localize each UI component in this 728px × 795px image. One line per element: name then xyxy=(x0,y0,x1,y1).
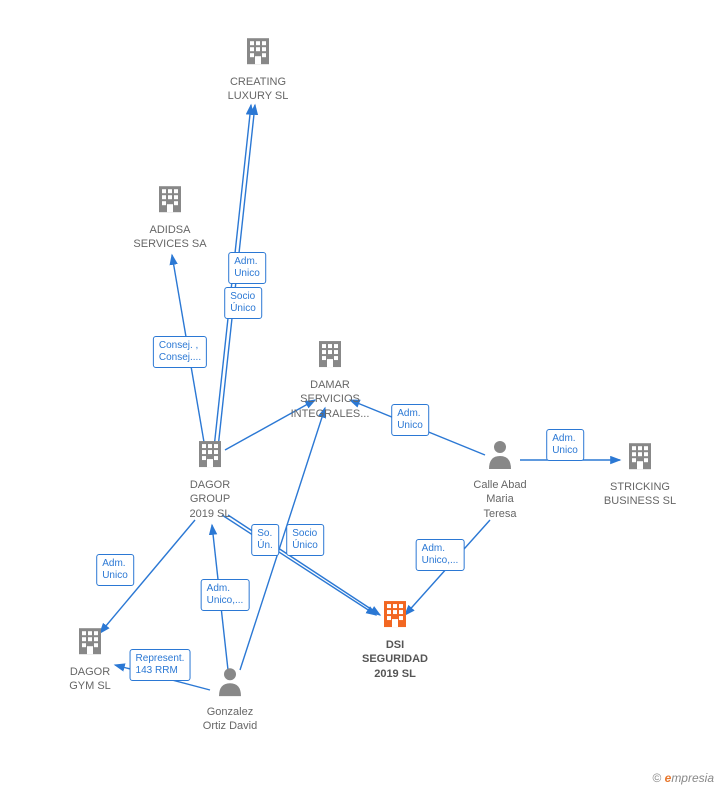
node-label: Calle AbadMariaTeresa xyxy=(450,478,550,521)
company-icon xyxy=(316,339,344,374)
company-icon xyxy=(156,184,184,219)
edge-label: Adm. Unico xyxy=(391,404,429,436)
person-icon xyxy=(487,439,513,474)
edge-label: Socio Único xyxy=(286,524,324,556)
node-dagor_group[interactable]: DAGORGROUP2019 SL xyxy=(160,439,260,521)
network-diagram: CREATINGLUXURY SL ADIDSASERVICES SA DAMA… xyxy=(0,0,728,795)
person-icon xyxy=(217,666,243,701)
node-dsi[interactable]: DSISEGURIDAD2019 SL xyxy=(345,599,445,681)
node-damar[interactable]: DAMARSERVICIOSINTEGRALES... xyxy=(280,339,380,421)
edge-label: So. Ún. xyxy=(251,524,279,556)
node-stricking[interactable]: STRICKINGBUSINESS SL xyxy=(590,441,690,509)
edge-label: Adm. Unico xyxy=(96,554,134,586)
company-icon xyxy=(76,626,104,661)
edge-label: Adm. Unico,... xyxy=(416,539,465,571)
node-label: ADIDSASERVICES SA xyxy=(120,223,220,252)
company-icon xyxy=(381,599,409,634)
node-label: STRICKINGBUSINESS SL xyxy=(590,480,690,509)
node-label: DSISEGURIDAD2019 SL xyxy=(345,638,445,681)
node-gonzalez[interactable]: GonzalezOrtiz David xyxy=(180,666,280,734)
edge-label: Socio Único xyxy=(224,287,262,319)
node-calle_abad[interactable]: Calle AbadMariaTeresa xyxy=(450,439,550,521)
company-icon xyxy=(244,36,272,71)
company-icon xyxy=(196,439,224,474)
company-icon xyxy=(626,441,654,476)
edge-label: Adm. Unico xyxy=(228,252,266,284)
node-label: CREATINGLUXURY SL xyxy=(208,75,308,104)
brand-rest: mpresia xyxy=(671,771,714,785)
edge-label: Consej. , Consej.... xyxy=(153,336,207,368)
edge-label: Adm. Unico xyxy=(546,429,584,461)
node-label: GonzalezOrtiz David xyxy=(180,705,280,734)
edge-label: Represent. 143 RRM xyxy=(130,649,191,681)
copyright-symbol: © xyxy=(652,771,661,785)
edge-label: Adm. Unico,... xyxy=(201,579,250,611)
node-label: DAMARSERVICIOSINTEGRALES... xyxy=(280,378,380,421)
credit: © empresia xyxy=(652,771,714,785)
node-label: DAGORGYM SL xyxy=(40,665,140,694)
node-label: DAGORGROUP2019 SL xyxy=(160,478,260,521)
node-creating_luxury[interactable]: CREATINGLUXURY SL xyxy=(208,36,308,104)
node-dagor_gym[interactable]: DAGORGYM SL xyxy=(40,626,140,694)
node-adidsa[interactable]: ADIDSASERVICES SA xyxy=(120,184,220,252)
